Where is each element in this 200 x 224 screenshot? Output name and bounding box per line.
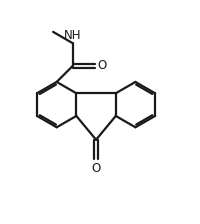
Text: O: O [91,162,101,175]
Text: O: O [98,59,107,72]
Text: NH: NH [64,29,81,42]
